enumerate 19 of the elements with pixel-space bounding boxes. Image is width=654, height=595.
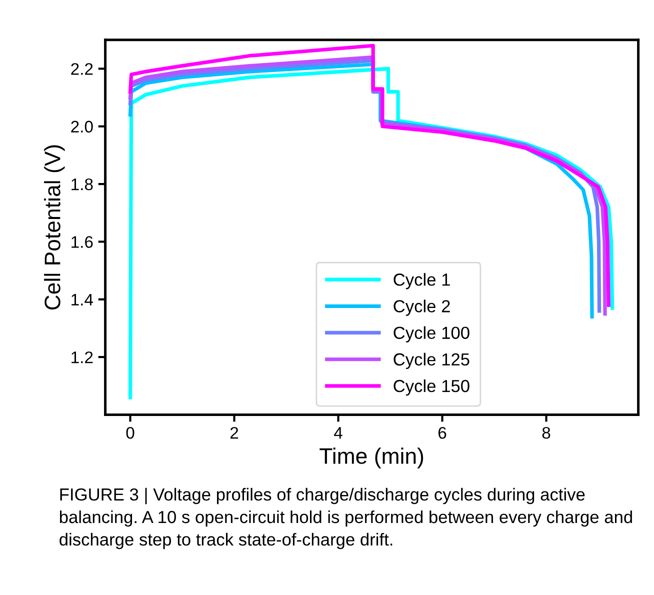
y-tick-label: 1.2 [72, 351, 93, 364]
legend-label: Cycle 2 [394, 300, 450, 316]
y-tick-label: 1.6 [72, 236, 93, 248]
x-tick-label: 6 [438, 426, 446, 439]
y-tick-label: 1.8 [72, 178, 93, 190]
legend-label: Cycle 100 [394, 326, 470, 342]
legend-label: Cycle 1 [394, 273, 450, 290]
y-tick-label: 1.4 [72, 294, 94, 306]
y-axis-title: Cell Potential (V) [44, 145, 65, 310]
x-tick-label: 8 [542, 426, 550, 439]
x-tick-label: 4 [334, 427, 342, 439]
x-axis-title: Time (min) [320, 448, 424, 468]
y-tick-label: 2.2 [71, 63, 93, 75]
legend-label: Cycle 150 [394, 379, 470, 396]
y-tick-label: 2.0 [71, 120, 93, 133]
legend-label: Cycle 125 [394, 352, 470, 370]
x-tick-label: 2 [230, 426, 238, 439]
caption: FIGURE 3 | Voltage profiles of charge/discharge cycles during active balancing. A 10 s open-circuit hold is performed between every charge and discharge step to track state-of-charge drift. [60, 488, 632, 550]
x-tick-label: 0 [126, 426, 134, 439]
